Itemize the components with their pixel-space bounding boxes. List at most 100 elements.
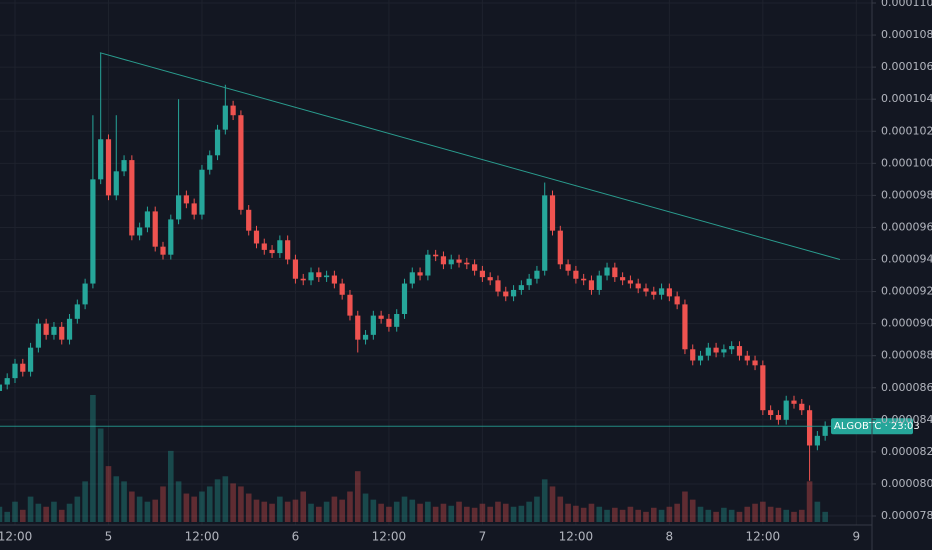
volume-bar xyxy=(682,491,688,522)
candle-body xyxy=(90,179,96,284)
candle-body xyxy=(308,272,314,281)
volume-bar xyxy=(775,507,782,522)
volume-bar xyxy=(456,501,462,522)
volume-bar xyxy=(58,509,65,522)
volume-bar xyxy=(19,509,26,522)
volume-bar xyxy=(573,505,579,522)
x-tick-label: 12:00 xyxy=(185,530,220,544)
volume-bar xyxy=(627,506,634,522)
candle-body xyxy=(339,283,345,295)
volume-bar xyxy=(705,509,712,522)
candle-body xyxy=(27,347,34,372)
candle-body xyxy=(697,355,704,361)
volume-bar xyxy=(604,509,610,522)
volume-bar xyxy=(199,491,205,522)
volume-bar xyxy=(650,507,657,522)
candle-body xyxy=(557,230,563,265)
candle-body xyxy=(713,347,719,353)
candle-body xyxy=(596,275,602,290)
candle-body xyxy=(456,259,462,263)
candle-body xyxy=(534,270,540,279)
candle-body xyxy=(113,171,119,196)
volume-bar xyxy=(0,506,3,522)
candle-body xyxy=(191,203,197,215)
candle-body xyxy=(783,400,789,420)
candle-body xyxy=(121,160,127,172)
candle-body xyxy=(690,349,696,361)
volume-bar xyxy=(557,496,564,522)
candle-body xyxy=(651,291,657,295)
volume-bar xyxy=(479,503,486,522)
volume-bar xyxy=(183,493,190,522)
volume-bar xyxy=(90,395,96,522)
candle-body xyxy=(230,105,236,116)
volume-bar xyxy=(370,499,377,522)
x-tick-label: 12:00 xyxy=(559,530,594,544)
volume-bar xyxy=(401,496,408,522)
x-tick-label: 9 xyxy=(852,530,860,544)
volume-bar xyxy=(253,499,260,522)
candle-body xyxy=(627,280,634,284)
candle-body xyxy=(526,278,532,286)
candle-body xyxy=(658,288,665,295)
volume-bar xyxy=(822,511,828,522)
volume-bar xyxy=(316,506,322,522)
volume-bar xyxy=(697,506,704,522)
candle-body xyxy=(12,363,18,379)
volume-bar xyxy=(612,507,618,522)
candle-body xyxy=(643,288,649,292)
x-tick-label: 12:00 xyxy=(0,530,32,544)
candle-layer xyxy=(0,52,828,481)
volume-bar xyxy=(121,481,127,522)
volume-bar xyxy=(487,506,493,522)
volume-bar xyxy=(425,501,431,522)
volume-bar xyxy=(269,503,275,522)
volume-bar xyxy=(635,509,641,522)
volume-bar xyxy=(448,505,455,522)
candle-body xyxy=(620,277,626,281)
volume-bar xyxy=(51,501,57,522)
candle-body xyxy=(261,243,267,250)
volume-bar xyxy=(354,471,361,522)
candle-body xyxy=(635,283,641,289)
volume-bar xyxy=(277,496,283,522)
trend-line xyxy=(99,52,841,260)
candle-body xyxy=(417,272,423,276)
candle-body xyxy=(378,315,384,319)
y-tick-label: 0.0001100 xyxy=(881,0,932,9)
candle-body xyxy=(51,326,57,335)
volume-bar xyxy=(35,503,42,522)
volume-bar xyxy=(806,481,813,522)
candle-body xyxy=(394,314,400,327)
candle-body xyxy=(292,259,299,279)
candle-body xyxy=(168,219,174,255)
candle-body xyxy=(74,304,80,319)
candle-body xyxy=(66,318,73,340)
volume-bar xyxy=(339,499,345,522)
candle-body xyxy=(495,280,501,292)
candle-body xyxy=(479,270,485,278)
volume-bar xyxy=(752,503,758,522)
volume-bar xyxy=(510,506,517,522)
volume-bar xyxy=(175,481,182,522)
volume-bar xyxy=(798,509,805,522)
volume-bar xyxy=(767,506,774,522)
candle-body xyxy=(207,155,213,170)
candle-body xyxy=(736,346,743,356)
volume-bar xyxy=(674,503,680,522)
candle-body xyxy=(573,270,579,279)
candle-body xyxy=(35,323,41,348)
volume-bar xyxy=(331,496,338,522)
volume-bar xyxy=(783,509,790,522)
volume-bar xyxy=(721,507,727,522)
candle-body xyxy=(705,347,711,356)
volume-bar xyxy=(113,476,120,522)
volume-bar xyxy=(168,450,174,522)
